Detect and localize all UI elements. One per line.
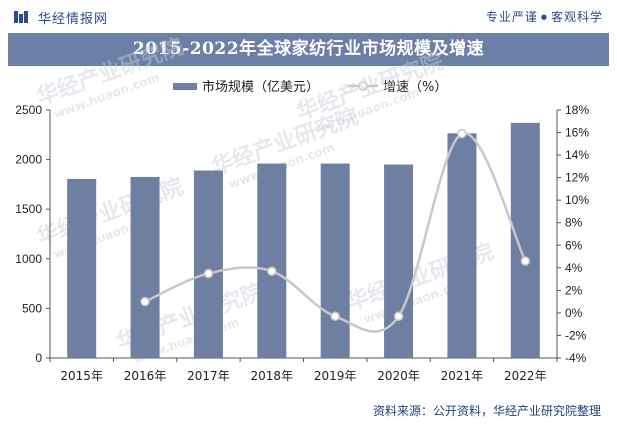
y-right-tick-label: 10% [565,193,589,207]
x-tick-label: 2016年 [124,369,167,383]
x-tick-label: 2018年 [251,369,294,383]
y-right-tick-label: 0% [565,306,583,320]
slogan: 专业严谨 ● 客观科学 [486,8,603,25]
y-right-tick-label: 4% [565,261,583,275]
legend-line-swatch [348,81,378,91]
growth-point [140,296,150,307]
x-tick-label: 2021年 [441,369,484,383]
x-tick-label: 2022年 [504,369,547,383]
bar-2022年 [510,122,540,359]
source-note: 资料来源：公开资料，华经产业研究院整理 [372,404,601,418]
y-right-tick-label: 18% [565,103,589,117]
legend-bar-swatch [173,83,197,90]
bar-2019年 [320,163,350,358]
legend-line-label: 增速（%） [383,80,448,95]
title-banner: 2015-2022年全球家纺行业市场规模及增速 [8,33,609,66]
y-right-tick-label: 2% [565,283,583,297]
bar-2018年 [257,163,287,358]
top-bar: 华经情报网 专业严谨 ● 客观科学 [0,0,617,32]
y-right-tick-label: 8% [565,216,583,230]
y-left-tick-label: 1000 [15,252,42,266]
slogan-left: 专业严谨 [485,10,538,24]
y-left-tick-label: 500 [22,301,42,315]
y-right-tick-label: 14% [565,148,589,162]
slogan-dot: ● [540,13,548,21]
legend-bar-label: 市场规模（亿美元） [202,80,320,95]
growth-point [393,311,404,322]
growth-point [330,311,340,322]
chart-title: 2015-2022年全球家纺行业市场规模及增速 [132,39,485,59]
y-left-tick-label: 2000 [15,153,42,167]
logo-icon [14,11,28,23]
growth-point [520,256,531,266]
x-tick-label: 2020年 [377,369,420,383]
y-right-tick-label: 12% [565,171,589,185]
y-right-tick-label: 6% [565,238,583,252]
bar-2015年 [67,178,97,358]
y-right-tick-label: 16% [565,126,589,140]
bar-2021年 [447,133,477,358]
growth-point [203,268,214,279]
growth-point [267,266,277,276]
x-tick-label: 2017年 [187,369,230,383]
y-right-tick-label: -4% [565,351,587,365]
y-left-tick-label: 2500 [15,103,42,117]
bar-2020年 [384,164,414,358]
x-tick-label: 2015年 [60,369,103,383]
y-left-tick-label: 1500 [15,202,42,216]
logo-text: 华经情报网 [38,12,109,27]
x-tick-label: 2019年 [314,369,357,383]
y-right-tick-label: -2% [565,328,587,342]
bar-2017年 [193,170,223,358]
growth-point [457,128,467,139]
slogan-right: 客观科学 [550,10,603,24]
bar-2016年 [130,176,160,358]
y-left-tick-label: 0 [35,351,42,365]
growth-line [144,132,527,333]
